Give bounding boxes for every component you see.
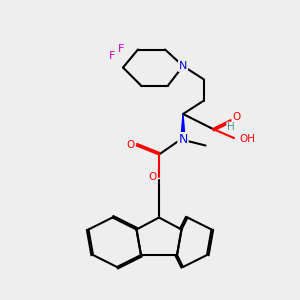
Text: H: H	[227, 122, 235, 133]
Text: N: N	[179, 61, 187, 71]
Text: N: N	[178, 133, 188, 146]
Text: F: F	[108, 51, 115, 61]
Text: O: O	[148, 172, 157, 182]
Text: OH: OH	[239, 134, 255, 145]
Text: O: O	[232, 112, 241, 122]
Text: F: F	[118, 44, 125, 54]
Polygon shape	[181, 114, 185, 140]
Text: O: O	[126, 140, 135, 151]
